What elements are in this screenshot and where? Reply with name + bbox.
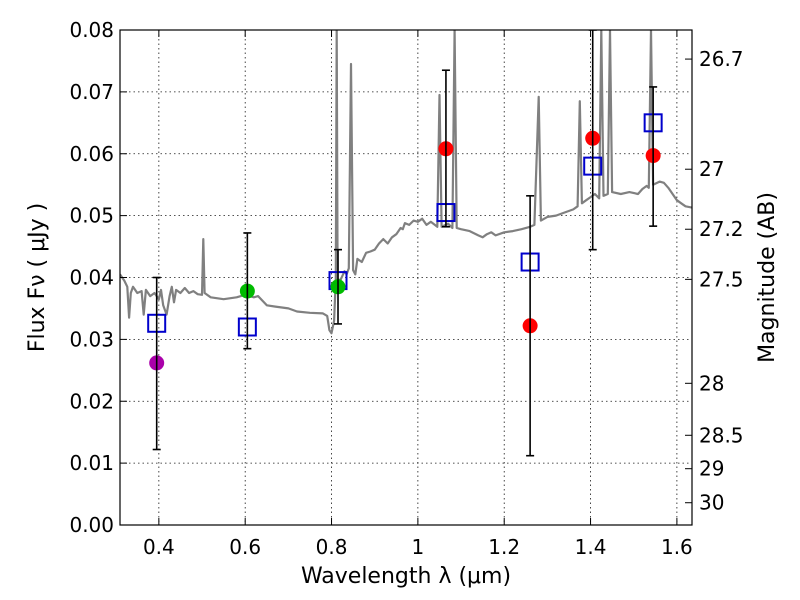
right-tick-label: 27.5 [699, 267, 744, 291]
y-tick-label: 0.03 [69, 327, 114, 351]
y-tick-label: 0.05 [69, 204, 114, 228]
plot-area [120, 30, 692, 457]
y-tick-label: 0.07 [69, 80, 114, 104]
y-tick-label: 0.04 [69, 266, 114, 290]
y-tick-label: 0.06 [69, 142, 114, 166]
right-tick-label: 30 [699, 491, 724, 515]
x-tick-label: 0.8 [316, 535, 348, 559]
right-tick-label: 28.5 [699, 423, 744, 447]
y-tick-label: 0.08 [69, 18, 114, 42]
spectrum-line [120, 30, 692, 335]
axes: 0.4 0.6 0.8 1 1.2 1.4 1.6 0.00 0.01 0.02 0.03 0.04 0… [69, 18, 743, 559]
x-tick-label: 1 [412, 535, 425, 559]
x-tick-label: 1.2 [488, 535, 520, 559]
right-tick-label: 28 [699, 371, 724, 395]
grid [120, 30, 692, 525]
right-axis-label: Magnitude (AB) [755, 192, 780, 363]
x-tick-label: 0.6 [229, 535, 261, 559]
right-tick-label: 29 [699, 457, 724, 481]
y-tick-label: 0.00 [69, 513, 114, 537]
y-axis-label: Flux Fν ( μJy ) [25, 203, 50, 352]
x-tick-label: 0.4 [143, 535, 175, 559]
y-tick-label: 0.01 [69, 451, 114, 475]
right-tick-label: 27.2 [699, 217, 744, 241]
right-tick-label: 27 [699, 157, 724, 181]
x-tick-label: 1.4 [575, 535, 607, 559]
y-tick-label: 0.02 [69, 389, 114, 413]
right-tick-label: 26.7 [699, 47, 744, 71]
x-axis-label: Wavelength λ (μm) [301, 564, 511, 589]
x-tick-label: 1.6 [661, 535, 693, 559]
